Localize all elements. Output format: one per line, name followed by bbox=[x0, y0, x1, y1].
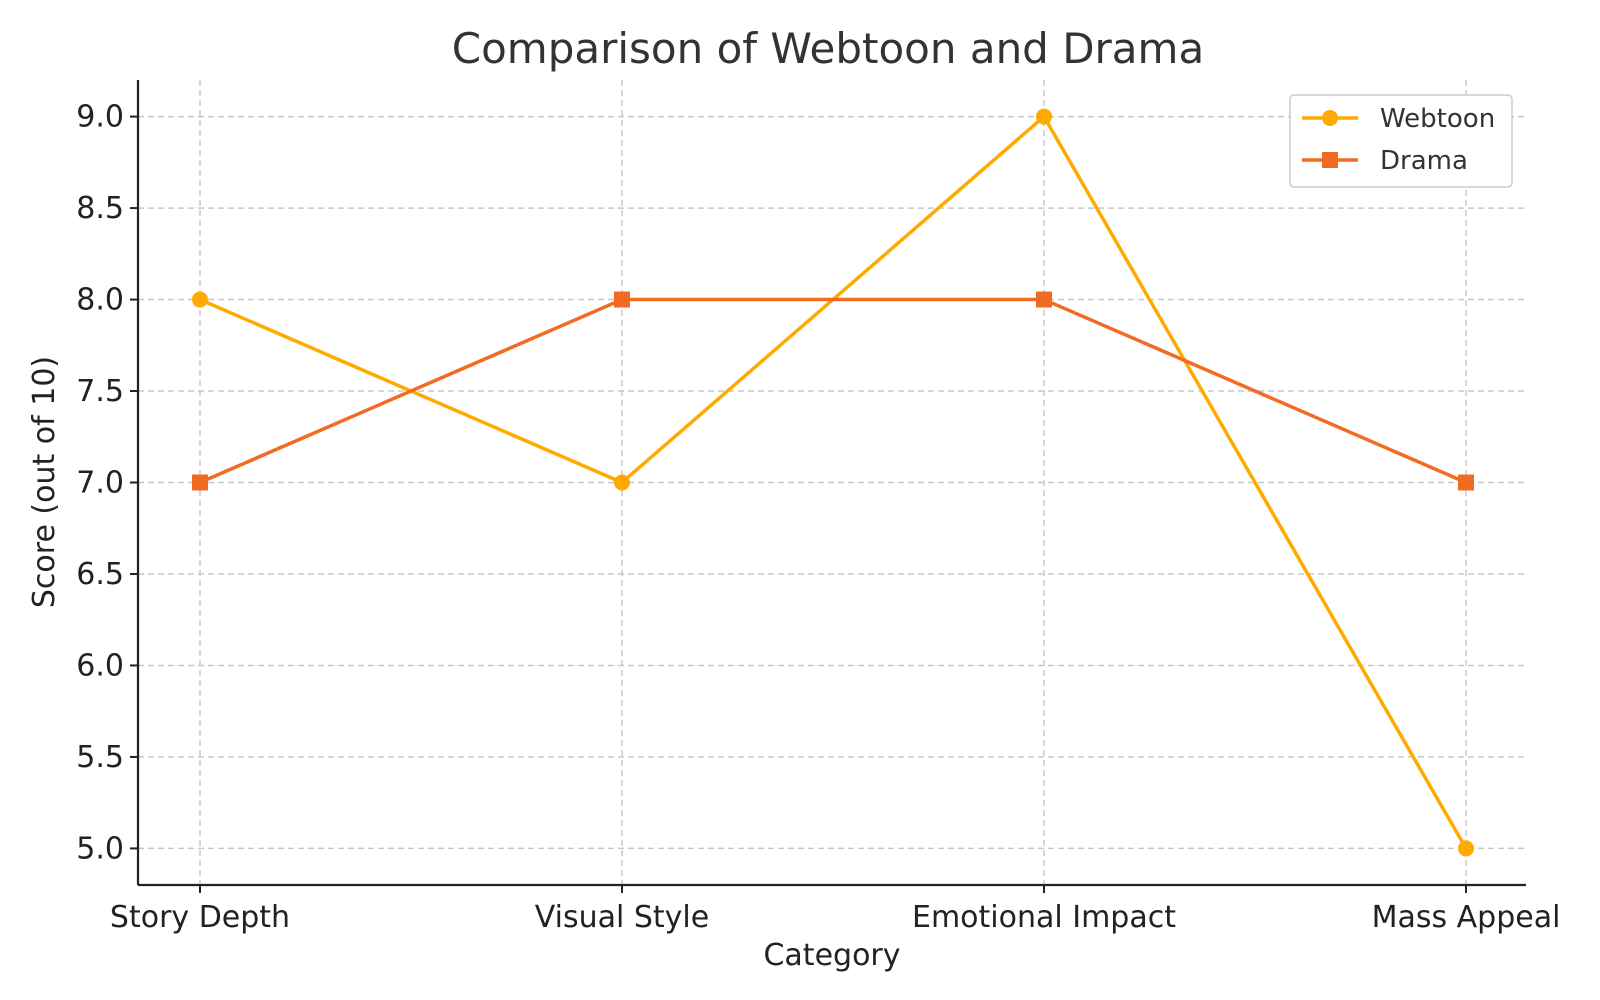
y-axis-label: Score (out of 10) bbox=[27, 356, 62, 608]
data-point-drama bbox=[192, 474, 208, 491]
x-tick-label: Mass Appeal bbox=[1372, 900, 1561, 935]
x-tick-label: Emotional Impact bbox=[912, 900, 1176, 935]
y-tick-label: 6.0 bbox=[76, 648, 124, 683]
chart-title: Comparison of Webtoon and Drama bbox=[452, 24, 1204, 73]
y-tick-label: 5.5 bbox=[76, 740, 124, 775]
y-tick-label: 9.0 bbox=[76, 100, 124, 135]
legend-label-webtoon: Webtoon bbox=[1380, 104, 1495, 134]
data-point-webtoon bbox=[192, 291, 208, 308]
x-tick-label: Visual Style bbox=[535, 900, 709, 935]
data-point-webtoon bbox=[614, 474, 630, 491]
tick-labels: 5.0 5.5 6.0 6.5 7.0 7.5 8.0 8.5 9.0 Story Depth Vi… bbox=[76, 100, 1560, 935]
x-axis-label: Category bbox=[763, 938, 900, 973]
y-tick-label: 6.5 bbox=[76, 557, 124, 592]
data-point-webtoon bbox=[1458, 840, 1474, 857]
data-point-drama bbox=[1458, 474, 1474, 491]
legend-swatch-webtoon-marker bbox=[1322, 110, 1338, 126]
y-tick-label: 7.5 bbox=[76, 374, 124, 409]
legend-swatch-drama-marker bbox=[1322, 152, 1338, 168]
legend-label-drama: Drama bbox=[1380, 146, 1468, 176]
y-tick-label: 5.0 bbox=[76, 831, 124, 866]
data-point-drama bbox=[614, 291, 630, 308]
y-tick-label: 8.0 bbox=[76, 283, 124, 318]
x-tick-label: Story Depth bbox=[110, 900, 290, 935]
y-tick-label: 7.0 bbox=[76, 466, 124, 501]
y-tick-label: 8.5 bbox=[76, 191, 124, 226]
legend: Webtoon Drama bbox=[1289, 94, 1513, 188]
data-point-webtoon bbox=[1036, 108, 1052, 125]
data-point-drama bbox=[1036, 291, 1052, 308]
data-series bbox=[192, 108, 1474, 857]
series-line-drama bbox=[199, 297, 1467, 485]
